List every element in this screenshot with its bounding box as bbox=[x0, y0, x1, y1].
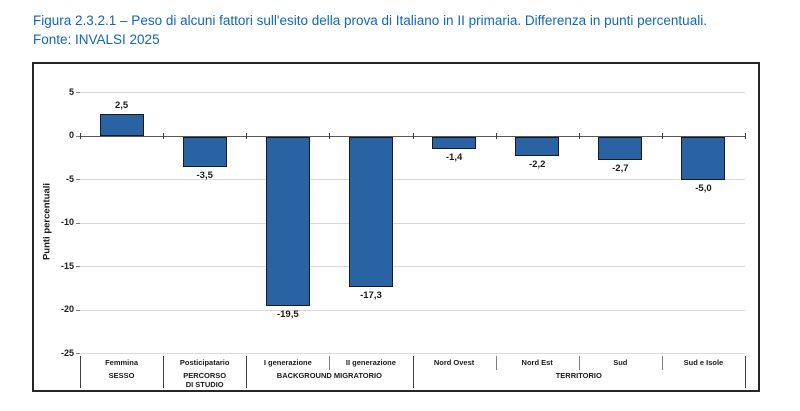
gridline bbox=[80, 179, 745, 180]
gridline bbox=[80, 266, 745, 267]
value-label: -1,4 bbox=[445, 151, 463, 163]
gridline bbox=[80, 309, 745, 311]
y-axis-tick bbox=[76, 135, 80, 137]
zero-line-tick bbox=[80, 133, 81, 139]
category-separator bbox=[578, 356, 580, 370]
y-tick-label: 0 bbox=[68, 130, 74, 140]
category-label: Sud bbox=[613, 358, 628, 367]
category-label: Nord Ovest bbox=[433, 358, 475, 367]
bar-nord-ovest bbox=[432, 136, 477, 149]
y-axis-tick bbox=[76, 179, 80, 180]
value-label: -17,3 bbox=[360, 290, 382, 301]
zero-line-tick bbox=[412, 133, 414, 139]
value-label: -2,7 bbox=[612, 162, 629, 174]
group-label: SESSO bbox=[108, 371, 135, 380]
bar-femmina bbox=[99, 113, 144, 136]
y-tick-label: -10 bbox=[60, 217, 74, 227]
group-separator bbox=[163, 356, 165, 388]
zero-line-tick bbox=[163, 133, 165, 139]
y-axis-tick bbox=[76, 309, 80, 311]
gridline bbox=[80, 353, 745, 354]
gridline bbox=[80, 92, 745, 93]
bar-i-generazione bbox=[265, 136, 310, 307]
group-label: TERRITORIO bbox=[555, 371, 602, 380]
value-label: 2,5 bbox=[114, 99, 129, 111]
value-label: -3,5 bbox=[196, 169, 213, 181]
category-label: I generazione bbox=[263, 358, 312, 367]
figure-title: Figura 2.3.2.1 – Peso di alcuni fattori … bbox=[33, 11, 793, 49]
zero-line-tick bbox=[329, 133, 331, 139]
value-label: -19,5 bbox=[276, 309, 299, 321]
zero-line-tick bbox=[495, 133, 497, 139]
bar-sud bbox=[598, 136, 643, 160]
y-tick-label: -20 bbox=[60, 304, 74, 314]
figure-source-line: Fonte: INVALSI 2025 bbox=[33, 32, 160, 47]
bar-sud-e-isole bbox=[681, 136, 726, 180]
figure-title-line1: Figura 2.3.2.1 – Peso di alcuni fattori … bbox=[33, 13, 707, 28]
category-label: II generazione bbox=[345, 358, 396, 367]
zero-line-tick bbox=[246, 133, 248, 139]
category-separator bbox=[495, 356, 497, 370]
category-separator bbox=[661, 356, 663, 370]
value-label: -2,2 bbox=[529, 158, 546, 170]
gridline bbox=[80, 222, 745, 224]
y-axis-tick bbox=[76, 353, 80, 354]
y-tick-label: -15 bbox=[60, 260, 74, 271]
value-label: -5,0 bbox=[695, 183, 712, 194]
y-tick-label: -25 bbox=[60, 347, 74, 358]
group-label: BACKGROUND MIGRATORIO bbox=[276, 371, 382, 380]
bar-posticipatario bbox=[182, 136, 227, 167]
group-label: PERCORSO DI STUDIO bbox=[183, 371, 227, 389]
zero-line-tick bbox=[578, 133, 580, 139]
y-axis-tick bbox=[76, 222, 80, 224]
group-separator bbox=[80, 356, 81, 388]
category-separator bbox=[329, 356, 331, 370]
group-separator bbox=[745, 356, 746, 388]
category-label: Posticipatario bbox=[179, 358, 230, 367]
y-tick-label: 5 bbox=[68, 86, 74, 97]
y-tick-label: -5 bbox=[65, 173, 74, 184]
category-label: Nord Est bbox=[521, 358, 553, 367]
category-label: Femmina bbox=[105, 358, 139, 367]
category-label: Sud e Isole bbox=[683, 358, 724, 367]
group-separator bbox=[412, 356, 414, 388]
chart-frame: Punti percentuali 5 0 -5 -10 -15 -20 -25 2,5 -3,… bbox=[32, 62, 760, 392]
bar-ii-generazione bbox=[348, 136, 393, 287]
group-separator bbox=[246, 356, 248, 388]
zero-line-tick bbox=[745, 133, 746, 139]
zero-line-tick bbox=[661, 133, 663, 139]
y-axis-tick bbox=[76, 92, 80, 93]
bar-nord-est bbox=[515, 136, 560, 156]
y-axis-tick bbox=[76, 266, 80, 267]
